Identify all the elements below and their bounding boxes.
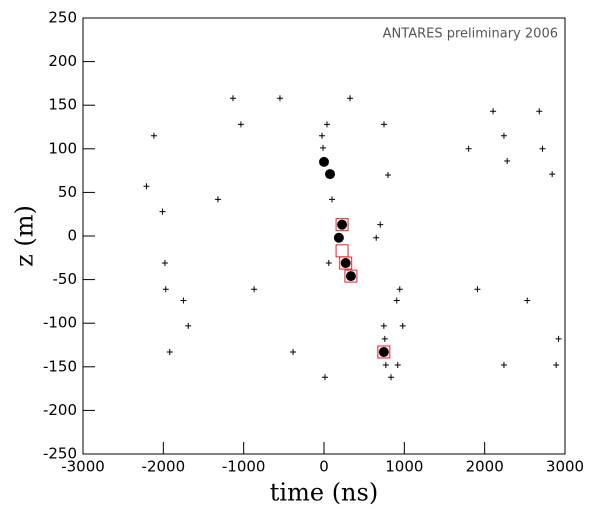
hit-marker	[166, 348, 173, 355]
hit-marker	[474, 286, 481, 293]
hit-marker	[373, 234, 380, 241]
hit-marker	[150, 132, 157, 139]
hit-marker	[320, 144, 327, 151]
hit-marker	[396, 286, 403, 293]
hit-marker	[214, 196, 221, 203]
hit-marker	[290, 348, 297, 355]
y-tick-label: -150	[43, 357, 77, 375]
selected-hit	[337, 219, 348, 230]
selected-hit	[333, 232, 344, 243]
plot-frame	[82, 17, 566, 455]
x-tick-label: -3000	[61, 458, 105, 476]
hit-marker	[180, 297, 187, 304]
y-tick-label: 250	[48, 9, 77, 27]
selected-hit	[378, 346, 389, 357]
hit-marker	[549, 171, 556, 178]
hit-marker	[385, 171, 392, 178]
hit-marker	[377, 221, 384, 228]
hit-marker	[394, 362, 401, 369]
hit-marker	[524, 297, 531, 304]
hit-marker	[251, 286, 258, 293]
hit-marker	[276, 95, 283, 102]
hit-marker	[162, 286, 169, 293]
hit-marker	[159, 208, 166, 215]
triggered-hit	[335, 244, 349, 258]
hit-marker	[504, 158, 511, 165]
hit-marker	[143, 183, 150, 190]
hit-marker	[387, 374, 394, 381]
hit-marker	[382, 362, 389, 369]
selected-hit	[319, 156, 329, 167]
annotation: ANTARES preliminary 2006	[383, 27, 558, 42]
hit-marker	[380, 322, 387, 329]
y-tick-label: -50	[53, 270, 78, 288]
hit-marker	[381, 335, 388, 342]
hit-marker	[185, 322, 192, 329]
hit-marker	[555, 335, 562, 342]
hit-marker	[381, 121, 388, 128]
y-tick-label: -200	[43, 401, 77, 419]
y-axis-title: z (m)	[11, 205, 39, 267]
hit-marker	[393, 297, 400, 304]
hit-marker	[347, 95, 354, 102]
hit-marker	[553, 362, 560, 369]
hit-marker	[490, 108, 497, 115]
y-tick-label: -100	[43, 314, 77, 332]
y-tick-label: 50	[58, 183, 77, 201]
hit-marker	[161, 260, 168, 267]
hit-marker	[325, 260, 332, 267]
y-tick-label: 200	[48, 52, 77, 70]
hit-marker	[465, 145, 472, 152]
hit-marker	[229, 95, 236, 102]
hit-marker	[500, 362, 507, 369]
selected-hit	[340, 258, 351, 269]
hit-marker	[329, 196, 336, 203]
hit-marker	[500, 132, 507, 139]
hit-marker	[539, 145, 546, 152]
triggered-hit	[377, 345, 391, 359]
hit-marker	[318, 132, 325, 139]
hit-marker	[321, 374, 328, 381]
triggered-hit	[335, 218, 349, 232]
x-tick-label: -2000	[142, 458, 186, 476]
y-tick-label: 150	[48, 96, 77, 114]
x-axis-title: time (ns)	[270, 479, 378, 507]
hit-marker	[237, 121, 244, 128]
y-tick-label: 100	[48, 139, 77, 157]
selected-hit	[345, 271, 356, 282]
hit-marker	[536, 108, 543, 115]
triggered-hit	[344, 269, 358, 283]
hit-marker	[323, 121, 330, 128]
y-tick-label: -250	[43, 445, 77, 463]
triggered-hit	[339, 256, 353, 270]
hit-marker	[399, 322, 406, 329]
y-tick-label: 0	[67, 227, 77, 245]
x-tick-label: 2000	[466, 458, 504, 476]
x-tick-label: 0	[319, 458, 329, 476]
x-tick-label: 3000	[546, 458, 584, 476]
x-tick-label: 1000	[385, 458, 423, 476]
selected-hit	[325, 169, 336, 180]
x-tick-label: -1000	[222, 458, 266, 476]
